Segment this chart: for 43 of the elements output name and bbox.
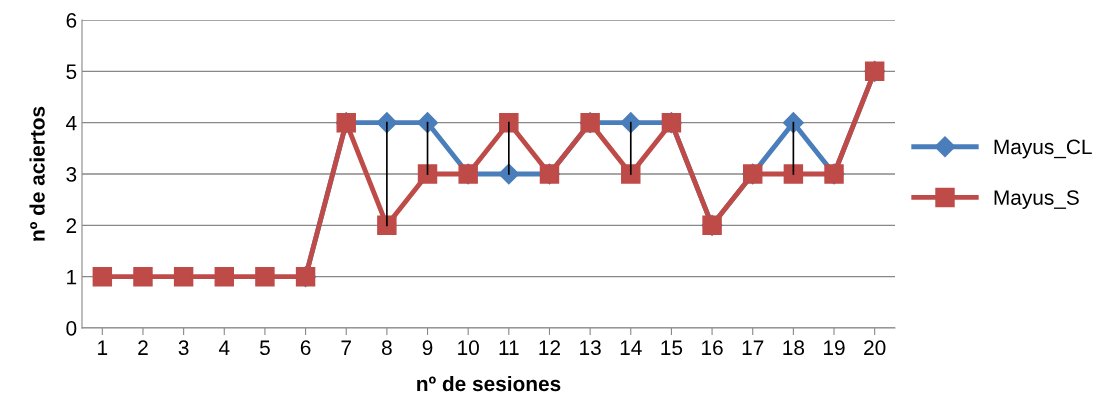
point [255, 266, 275, 287]
point [173, 266, 194, 287]
point [782, 112, 804, 134]
x-tick-label: 10 [458, 340, 479, 356]
point [377, 215, 397, 236]
x-tick-label: 2 [138, 340, 148, 355]
x-tick-label: 18 [783, 340, 805, 356]
legend-label: Mayus_CL [994, 139, 1092, 159]
y-tick-label: 2 [66, 218, 77, 233]
y-tick-label: 4 [66, 115, 77, 131]
point [499, 112, 519, 133]
y-tick-label: 1 [67, 269, 77, 285]
x-tick-label: 6 [300, 340, 311, 356]
y-tick-label: 0 [66, 321, 77, 336]
x-tick-label: 1 [98, 340, 108, 355]
y-tick-label: 6 [66, 13, 77, 28]
x-tick-label: 9 [422, 340, 433, 356]
x-tick-label: 7 [341, 340, 351, 355]
legend-label: Mayus_S [994, 190, 1079, 210]
x-tick-label: 14 [620, 340, 642, 355]
point [214, 266, 234, 287]
x-tick-label: 20 [864, 340, 886, 356]
point [417, 164, 438, 184]
x-tick-label: 16 [702, 340, 723, 356]
x-axis-title: nº de sesiones [417, 375, 561, 392]
y-tick-label: 5 [66, 64, 77, 80]
point [133, 266, 153, 287]
x-tick-label: 17 [742, 340, 764, 355]
x-tick-label: 3 [178, 340, 189, 356]
x-tick-label: 8 [381, 340, 392, 356]
x-tick-label: 19 [824, 340, 845, 356]
x-tick-label: 12 [539, 340, 561, 355]
point [621, 164, 641, 184]
point [783, 164, 804, 184]
x-tick-label: 11 [499, 340, 519, 355]
point [417, 112, 439, 134]
y-tick-label: 3 [66, 167, 77, 182]
x-tick-label: 15 [661, 340, 683, 356]
point [92, 266, 113, 287]
y-axis-title: nº de aciertos [29, 106, 45, 241]
x-tick-label: 5 [259, 340, 270, 356]
x-tick-label: 4 [218, 340, 230, 355]
x-tick-label: 13 [580, 340, 601, 356]
